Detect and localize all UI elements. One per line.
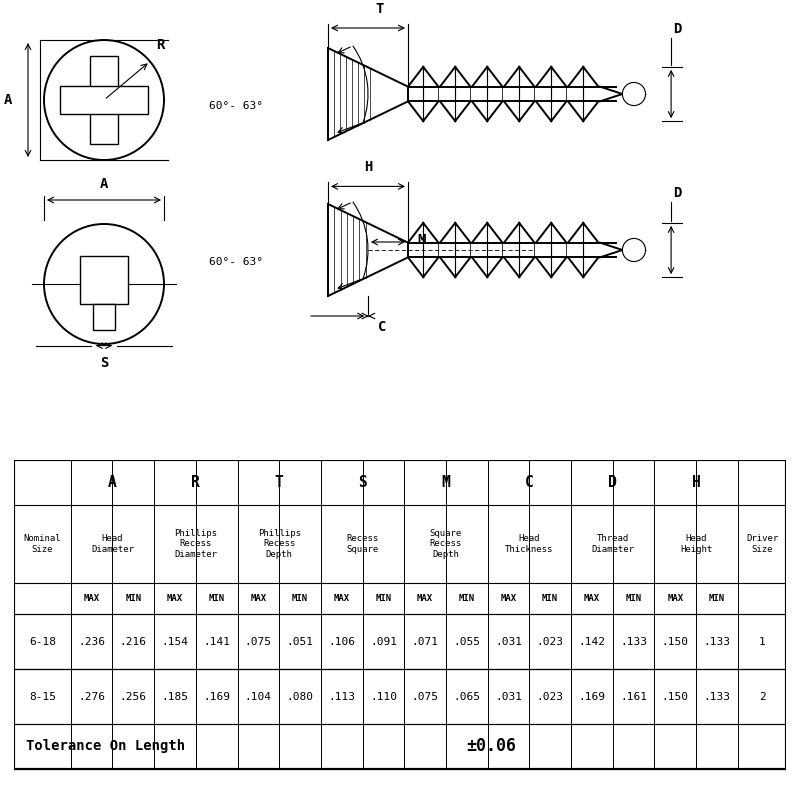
Text: A: A: [4, 93, 12, 107]
Text: MIN: MIN: [126, 594, 142, 603]
Text: MAX: MAX: [167, 594, 183, 603]
Text: 8-15: 8-15: [29, 691, 56, 702]
Text: Head
Height: Head Height: [680, 534, 712, 554]
Text: A: A: [100, 177, 108, 191]
Text: .031: .031: [495, 637, 522, 646]
Text: MAX: MAX: [250, 594, 266, 603]
Bar: [14, 669, 786, 724]
Text: .256: .256: [120, 691, 146, 702]
Text: .236: .236: [78, 637, 105, 646]
Text: .276: .276: [78, 691, 105, 702]
Text: .055: .055: [454, 637, 480, 646]
Text: MAX: MAX: [667, 594, 683, 603]
Text: Head
Thickness: Head Thickness: [505, 534, 554, 554]
Text: D: D: [608, 475, 617, 490]
Text: T: T: [376, 2, 384, 16]
Text: .091: .091: [370, 637, 397, 646]
Text: S: S: [358, 475, 367, 490]
Text: ±0.06: ±0.06: [466, 738, 516, 755]
Text: .150: .150: [662, 691, 689, 702]
Text: Phillips
Recess
Depth: Phillips Recess Depth: [258, 529, 301, 558]
Text: D: D: [674, 186, 682, 200]
Text: .141: .141: [203, 637, 230, 646]
Text: .031: .031: [495, 691, 522, 702]
Text: .051: .051: [286, 637, 314, 646]
Text: .150: .150: [662, 637, 689, 646]
Text: .104: .104: [245, 691, 272, 702]
Text: 1: 1: [758, 637, 766, 646]
Text: MIN: MIN: [709, 594, 725, 603]
Text: 60°- 63°: 60°- 63°: [209, 257, 263, 267]
Text: .133: .133: [620, 637, 647, 646]
Text: MIN: MIN: [458, 594, 475, 603]
Bar: [93, 304, 115, 330]
Text: Driver
Size: Driver Size: [746, 534, 778, 554]
Text: MAX: MAX: [584, 594, 600, 603]
Text: .075: .075: [245, 637, 272, 646]
Text: .133: .133: [703, 691, 730, 702]
Text: .023: .023: [537, 691, 564, 702]
Text: .080: .080: [286, 691, 314, 702]
Text: Head
Diameter: Head Diameter: [91, 534, 134, 554]
Text: 60°- 63°: 60°- 63°: [209, 101, 263, 111]
Text: .075: .075: [412, 691, 438, 702]
Text: .110: .110: [370, 691, 397, 702]
Text: A: A: [108, 475, 117, 490]
Text: H: H: [692, 475, 701, 490]
Text: MIN: MIN: [292, 594, 308, 603]
Bar: [14, 614, 786, 669]
Bar: [80, 256, 128, 304]
Text: C: C: [525, 475, 534, 490]
Bar: [90, 56, 118, 144]
Text: MAX: MAX: [417, 594, 433, 603]
Text: MIN: MIN: [209, 594, 225, 603]
Text: .113: .113: [328, 691, 355, 702]
Text: .065: .065: [454, 691, 480, 702]
Text: .185: .185: [162, 691, 189, 702]
Text: MAX: MAX: [501, 594, 517, 603]
Text: MIN: MIN: [542, 594, 558, 603]
Text: T: T: [275, 475, 283, 490]
Text: MIN: MIN: [626, 594, 642, 603]
Text: H: H: [364, 160, 372, 174]
Text: .169: .169: [203, 691, 230, 702]
Text: S: S: [100, 356, 108, 370]
Text: D: D: [674, 22, 682, 36]
Text: .216: .216: [120, 637, 146, 646]
Text: Thread
Diameter: Thread Diameter: [591, 534, 634, 554]
Text: R: R: [156, 38, 165, 52]
Circle shape: [622, 82, 646, 106]
Text: .142: .142: [578, 637, 606, 646]
Text: .071: .071: [412, 637, 438, 646]
Text: R: R: [191, 475, 200, 490]
Text: 2: 2: [758, 691, 766, 702]
Text: C: C: [378, 320, 386, 334]
Text: .133: .133: [703, 637, 730, 646]
Text: M: M: [418, 233, 426, 246]
Text: .023: .023: [537, 637, 564, 646]
Text: 6-18: 6-18: [29, 637, 56, 646]
Text: MAX: MAX: [334, 594, 350, 603]
Text: Phillips
Recess
Diameter: Phillips Recess Diameter: [174, 529, 218, 558]
Bar: [60, 86, 148, 114]
Text: .169: .169: [578, 691, 606, 702]
Text: M: M: [442, 475, 450, 490]
Text: .154: .154: [162, 637, 189, 646]
Text: Square
Recess
Depth: Square Recess Depth: [430, 529, 462, 558]
Text: .161: .161: [620, 691, 647, 702]
Circle shape: [622, 238, 646, 262]
Text: Recess
Square: Recess Square: [346, 534, 378, 554]
Text: Tolerance On Length: Tolerance On Length: [26, 739, 185, 754]
Text: Nominal
Size: Nominal Size: [24, 534, 62, 554]
Text: MIN: MIN: [375, 594, 391, 603]
Text: MAX: MAX: [83, 594, 100, 603]
Text: .106: .106: [328, 637, 355, 646]
